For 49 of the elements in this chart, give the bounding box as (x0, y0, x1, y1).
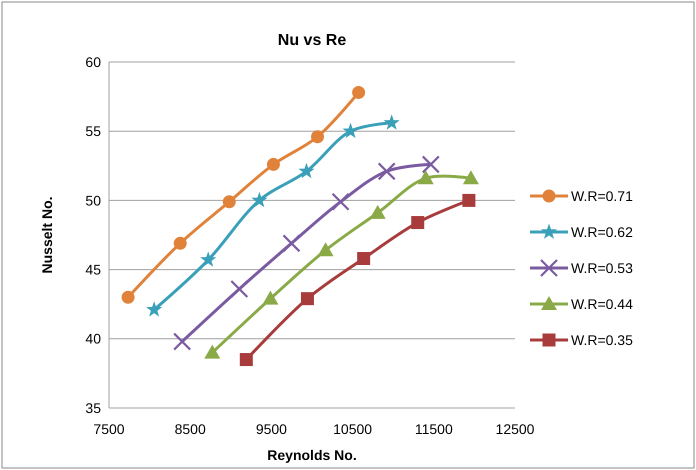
point (411, 216, 424, 230)
point (174, 236, 187, 250)
x-tick-label: 10500 (333, 421, 372, 437)
point (204, 344, 220, 359)
point (370, 204, 386, 219)
point (173, 332, 192, 351)
y-tick-label: 35 (85, 400, 102, 416)
point (298, 162, 315, 178)
legend-label: W.R=0.71 (571, 188, 634, 204)
legend-label: W.R=0.44 (571, 296, 634, 312)
point (251, 192, 268, 208)
point (384, 114, 400, 130)
point (318, 242, 334, 256)
x-tick-label: 12500 (496, 421, 535, 437)
point (262, 290, 278, 305)
point (418, 170, 434, 184)
point (331, 192, 350, 211)
y-tick-label: 55 (85, 123, 102, 140)
x-tick-label: 11500 (414, 421, 453, 437)
chart-title: Nu vs Re (278, 32, 346, 49)
y-tick-label: 40 (85, 330, 102, 347)
legend-label: W.R=0.53 (571, 260, 634, 276)
point (240, 353, 253, 366)
y-tick-label: 50 (85, 192, 102, 208)
y-tick-label: 45 (85, 262, 102, 278)
point (462, 170, 479, 184)
x-axis-title: Reynolds No. (267, 447, 357, 463)
point (282, 234, 301, 252)
point (422, 155, 440, 174)
y-axis-title: Nusselt No. (39, 196, 55, 274)
point (378, 162, 396, 180)
point (200, 251, 216, 267)
x-tick-label: 9500 (256, 421, 288, 437)
x-tick-label: 8500 (174, 421, 206, 437)
legend-label: W.R=0.62 (571, 224, 634, 240)
point (230, 280, 248, 298)
point (300, 292, 314, 306)
point (122, 290, 135, 304)
point (222, 195, 236, 208)
point (311, 130, 324, 144)
legend-label: W.R=0.35 (571, 332, 634, 348)
y-tick-label: 60 (85, 54, 102, 70)
x-tick-label: 7500 (93, 421, 125, 437)
point (266, 158, 280, 171)
point (357, 252, 370, 266)
point (146, 301, 162, 317)
point (352, 86, 366, 99)
point (462, 194, 476, 207)
point (342, 122, 359, 138)
